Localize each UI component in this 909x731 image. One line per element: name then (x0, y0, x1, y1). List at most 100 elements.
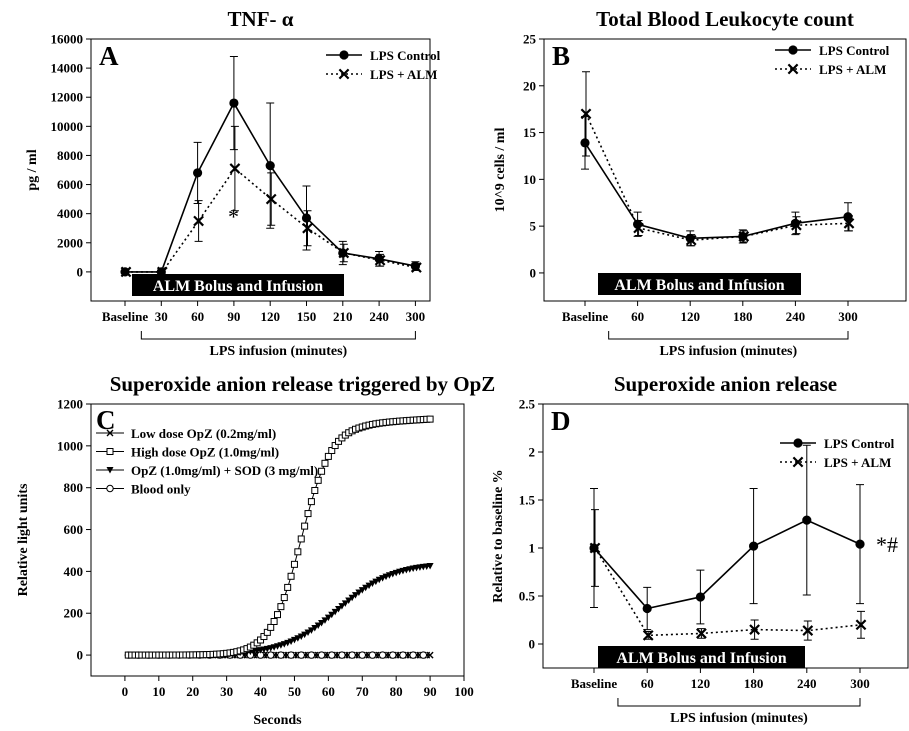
data-point-marker (301, 213, 312, 223)
data-point-marker (749, 624, 760, 635)
data-point-marker (314, 476, 322, 484)
series-lps-control (120, 55, 420, 277)
x-axis-label: LPS infusion (minutes) (659, 344, 797, 359)
data-point-marker (358, 587, 366, 594)
x-tick-label: 240 (797, 676, 817, 691)
y-tick-label: 20 (523, 78, 536, 93)
y-tick-label: 8000 (57, 148, 83, 163)
data-point-marker (738, 231, 750, 242)
y-axis-label: Relative to baseline % (491, 469, 506, 602)
y-tick-label: 1.5 (519, 493, 536, 508)
legend-marker (106, 429, 114, 437)
data-point-marker (580, 138, 590, 148)
panel-a: TNF- α A 0 2000 4000 6000 8000 10000 12000 14000 1… (25, 7, 441, 359)
x-axis-label: Seconds (253, 713, 302, 728)
data-point-marker (331, 608, 339, 616)
alm-bolus-label: ALM Bolus and Infusion (153, 278, 323, 295)
panel-label: C (96, 405, 116, 435)
legend-marker (793, 438, 803, 448)
data-point-marker (335, 606, 343, 613)
series-line (594, 547, 862, 637)
data-point-marker (307, 498, 315, 506)
data-point-marker (362, 584, 370, 592)
x-axis-label: LPS infusion (minutes) (670, 711, 808, 726)
x-tick-label: 120 (680, 309, 700, 324)
y-tick-label: 16000 (51, 32, 84, 47)
data-point-marker (314, 622, 322, 630)
data-point-marker (419, 651, 428, 659)
legend-label: High dose OpZ (1.0mg/ml) (131, 445, 279, 460)
x-tick-label: 80 (390, 684, 403, 699)
y-tick-label: 200 (64, 606, 84, 621)
alm-bolus-bar (132, 274, 344, 296)
data-point-marker (307, 627, 315, 634)
x-tick-label: 300 (838, 309, 858, 324)
x-tick-label: 20 (186, 684, 199, 699)
y-tick-label: 2 (529, 445, 536, 460)
x-tick-label: 120 (691, 676, 711, 691)
data-point-marker (409, 651, 417, 659)
data-point-marker (374, 254, 386, 266)
y-tick-label: 0.5 (519, 589, 536, 604)
data-point-marker (426, 415, 434, 423)
y-tick-label: 800 (64, 480, 84, 495)
y-axis-label: pg / ml (25, 149, 40, 190)
series-line (584, 142, 849, 240)
data-point-marker (802, 625, 814, 636)
data-point-marker (338, 651, 346, 659)
data-point-marker (633, 222, 644, 234)
data-point-marker (802, 515, 812, 525)
y-tick-label: 14000 (51, 61, 84, 76)
data-point-marker (368, 580, 376, 588)
series-1 (124, 415, 434, 659)
panel-d: Superoxide anion release D 0 0.5 1 1.5 2 2.5 Rel… (491, 372, 909, 726)
chart-title: Total Blood Leukocyte count (596, 7, 854, 31)
y-tick-label: 4000 (57, 206, 83, 221)
x-tick-label: 70 (356, 684, 369, 699)
data-point-marker (318, 619, 326, 627)
data-point-marker (311, 624, 319, 632)
data-point-marker (855, 619, 867, 631)
data-point-marker (294, 548, 302, 556)
y-tick-label: 0 (529, 637, 536, 652)
data-point-marker (328, 651, 336, 659)
legend-marker (788, 45, 798, 55)
y-tick-label: 0 (77, 648, 84, 663)
data-point-marker (277, 651, 285, 659)
legend-marker (338, 68, 350, 80)
series-lps-control (589, 444, 865, 631)
data-point-marker (321, 617, 329, 624)
x-tick-label: 300 (850, 676, 870, 691)
plot-frame (90, 403, 465, 677)
y-tick-label: 2000 (57, 235, 83, 250)
x-tick-label: 90 (424, 684, 437, 699)
x-tick-label: 240 (369, 309, 389, 324)
legend-label: Blood only (131, 482, 191, 497)
data-point-marker (120, 266, 132, 278)
data-point-marker (365, 582, 373, 590)
x-tick-label: 300 (406, 309, 426, 324)
x-tick-label: 210 (333, 309, 353, 324)
data-point-marker (338, 247, 350, 259)
y-tick-label: 15 (523, 125, 537, 140)
data-point-marker (685, 234, 697, 246)
legend-label: LPS + ALM (370, 67, 437, 82)
x-tick-label: 180 (744, 676, 764, 691)
panel-label: D (551, 406, 571, 436)
data-point-marker (297, 535, 305, 543)
data-point-marker (348, 651, 356, 659)
data-point-marker (301, 631, 309, 639)
data-point-marker (277, 603, 285, 611)
legend-marker (106, 448, 114, 455)
series-lps-control (580, 116, 853, 247)
y-tick-label: 400 (64, 564, 84, 579)
legend-label: Low dose OpZ (0.2mg/ml) (131, 426, 276, 441)
chart-title: Superoxide anion release triggered by Op… (110, 372, 496, 396)
data-point-marker (589, 542, 601, 554)
x-tick-label: 10 (152, 684, 165, 699)
data-point-marker (341, 600, 349, 607)
legend-marker (792, 456, 804, 468)
data-point-marker (791, 219, 802, 231)
data-point-marker (348, 594, 356, 602)
data-point-marker (302, 222, 313, 234)
